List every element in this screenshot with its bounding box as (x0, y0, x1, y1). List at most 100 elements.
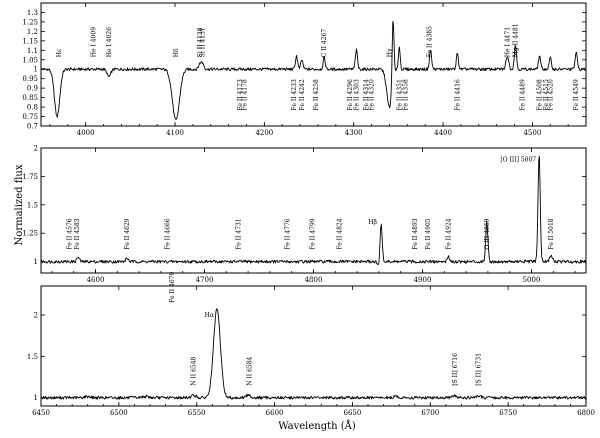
line-id-label: Fe II 4258 (313, 79, 320, 110)
line-id-label: [S II] 6731 (476, 353, 483, 386)
line-id-label: N II 6584 (247, 356, 254, 385)
line-id-label: Hδ (173, 48, 180, 57)
line-id-label: Hα (205, 312, 214, 319)
y-tick-label: 0.85 (22, 94, 38, 102)
y-tick-label: 1.75 (22, 173, 38, 181)
line-id-label: Fe II 4416 (454, 79, 461, 110)
line-id-label: Hγ (386, 48, 393, 57)
line-id-label: Fe II 4629 (124, 218, 131, 249)
line-id-label: Fe II 4776 (284, 218, 291, 249)
y-tick-label: 1.15 (22, 37, 38, 45)
x-tick-label: 6800 (577, 409, 595, 417)
line-id-label: Fe II 4358 (403, 79, 410, 110)
y-tick-label: 1.1 (27, 47, 38, 55)
line-id-label: Fe II 4173 (237, 79, 244, 110)
line-id-label: Si II 4128 (197, 27, 204, 57)
line-id-label: [S II] 6716 (452, 353, 459, 386)
line-id-label: Fe II 4731 (235, 218, 242, 249)
y-tick-label: 1.2 (27, 28, 38, 36)
line-id-label: Fe II 4515 (543, 79, 550, 110)
line-id-label: Fe II 4924 (446, 218, 453, 249)
y-tick-label: 2 (34, 311, 38, 319)
line-id-label: N II 6548 (191, 356, 198, 385)
line-id-label: Fe II 4508 (537, 79, 544, 110)
line-id-label: Fe II 4233 (291, 79, 298, 110)
y-tick-label: 1.25 (22, 230, 38, 238)
y-tick-label: 1 (34, 394, 38, 402)
x-tick-label: 6500 (110, 409, 128, 417)
x-tick-label: 6600 (266, 409, 284, 417)
x-tick-label: 4200 (255, 129, 273, 137)
y-tick-label: 1.5 (27, 353, 38, 361)
line-id-label: Fe II 4583 (74, 218, 81, 249)
x-tick-label: 4700 (196, 276, 214, 284)
line-id-label: Fe II 4351 (396, 79, 403, 110)
x-tick-label: 6700 (421, 409, 439, 417)
y-tick-label: 0.9 (27, 85, 38, 93)
x-tick-label: 5000 (523, 276, 541, 284)
panel-bottom: 6450 6500 6550 6600 6650 6700 6750 6800 1 1.5 2 N I… (27, 285, 595, 417)
line-id-label: Fe II 4385 (427, 26, 434, 57)
line-id-label: Si II 4131 (200, 27, 207, 57)
line-id-label: Fe II 4303 (353, 79, 360, 110)
line-id-label: He I 4471 (504, 27, 511, 57)
line-id-label: Fe II 4905 (425, 218, 432, 249)
line-id-label: Fe II 4489 (520, 79, 527, 110)
y-tick-label: 0.7 (27, 123, 38, 131)
panel-top: 4000 4100 4200 4300 4400 45000.70.750.80.850.… (22, 2, 587, 137)
line-id-label: Fe II 4314 (363, 79, 370, 110)
y-tick-label: 1.25 (22, 18, 38, 26)
spectrum-line (40, 308, 587, 400)
line-id-label: Fe II 4520 (547, 79, 554, 110)
line-id-label: Fe II 4320 (369, 79, 376, 110)
line-id-label: Fe II 4242 (299, 79, 306, 110)
x-tick-label: 4900 (414, 276, 432, 284)
y-tick-label: 0.8 (27, 104, 38, 112)
y-tick-label: 1.5 (27, 201, 38, 209)
panel-middle: 4600 4700 4800 4900 5000 1 1.25 1.5 1.75 2 Fe II 4… (22, 145, 587, 303)
y-tick-label: 2 (34, 145, 38, 153)
y-tick-label: 0.95 (22, 75, 38, 83)
line-id-label: Fe II 4666 (164, 218, 171, 249)
line-id-label: Fe II 4178 (242, 79, 249, 110)
x-tick-label: 4000 (77, 129, 95, 137)
x-tick-label: 4300 (345, 129, 363, 137)
plot-frame (40, 285, 587, 407)
line-id-label: Fe II 4799 (309, 218, 316, 249)
y-axis-label: Normalized flux (14, 164, 25, 245)
plot-frame (40, 2, 587, 127)
x-tick-label: 6650 (344, 409, 362, 417)
y-tick-label: 1.3 (27, 9, 38, 17)
y-tick-label: 0.75 (22, 113, 38, 121)
plot-frame (40, 147, 587, 274)
line-id-label: Fe II 5018 (548, 218, 555, 249)
line-id-label: Fe II 4893 (412, 218, 419, 249)
line-id-label: [O III] 5007 (500, 157, 536, 164)
line-id-label: Fe II 4576 (66, 218, 73, 249)
line-id-label: Hε (56, 49, 63, 57)
x-tick-label: 6450 (32, 409, 50, 417)
line-id-label: O III 4959 (484, 218, 491, 249)
y-tick-label: 1.05 (22, 56, 38, 64)
spectrum-line (40, 155, 587, 266)
line-id-label: He I 4026 (106, 27, 113, 57)
line-id-label: Hβ (368, 219, 377, 226)
line-id-label: C II 4267 (321, 29, 328, 58)
line-id-label: Fe II 4549 (573, 79, 580, 110)
x-tick-label: 4800 (305, 276, 323, 284)
y-tick-label: 1 (34, 258, 38, 266)
x-axis-label: Wavelength (Å) (278, 420, 356, 432)
line-id-label: Fe II 4824 (337, 218, 344, 249)
y-tick-label: 1 (34, 66, 38, 74)
line-id-label: Mg II 4481 (512, 23, 519, 57)
line-id-label: He I 4009 (91, 27, 98, 57)
x-tick-label: 4100 (166, 129, 184, 137)
x-tick-label: 4600 (87, 276, 105, 284)
line-id-label: Fe II 4296 (347, 79, 354, 110)
x-tick-label: 6750 (499, 409, 517, 417)
x-tick-label: 4500 (523, 129, 541, 137)
x-tick-label: 4400 (434, 129, 452, 137)
x-tick-label: 6550 (188, 409, 206, 417)
line-id-label: Fe II 4670 (169, 271, 176, 302)
